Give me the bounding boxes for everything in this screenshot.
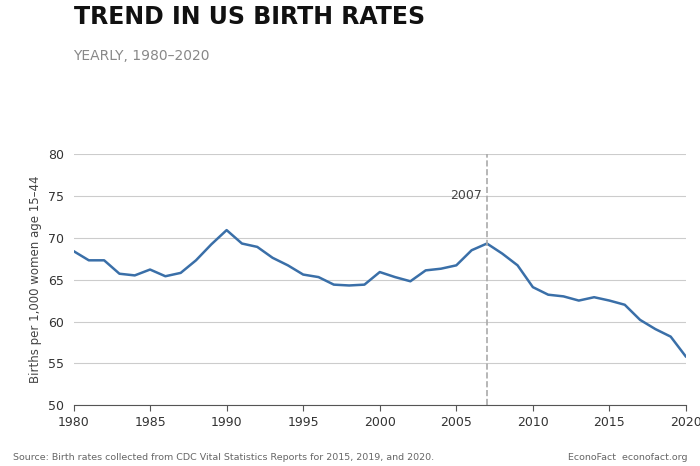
- Text: YEARLY, 1980–2020: YEARLY, 1980–2020: [74, 49, 210, 63]
- Text: EconoFact  econofact.org: EconoFact econofact.org: [568, 453, 687, 462]
- Text: TREND IN US BIRTH RATES: TREND IN US BIRTH RATES: [74, 5, 425, 29]
- Text: 2007: 2007: [451, 190, 482, 202]
- Y-axis label: Births per 1,000 women age 15–44: Births per 1,000 women age 15–44: [29, 176, 42, 384]
- Text: Source: Birth rates collected from CDC Vital Statistics Reports for 2015, 2019, : Source: Birth rates collected from CDC V…: [13, 453, 434, 462]
